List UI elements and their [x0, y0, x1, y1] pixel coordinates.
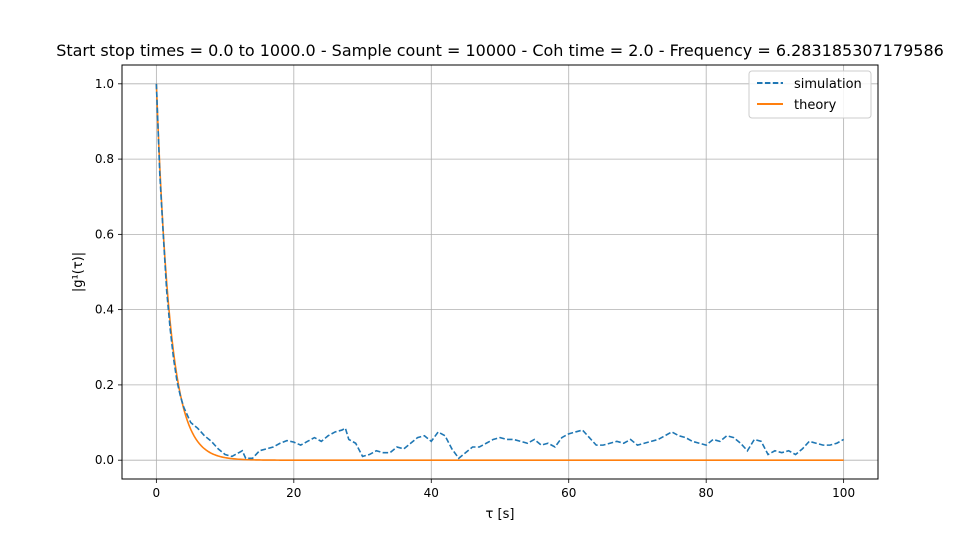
- plot-layer: [155, 83, 845, 461]
- series-line-theory: [155, 83, 844, 461]
- legend-label-simulation: simulation: [794, 77, 862, 92]
- tick-layer: 0 20 40 60 80 100 0.0 0.2 0.4 0.6 0.8 1.0: [95, 77, 855, 500]
- x-tick-label: 40: [424, 486, 439, 500]
- x-tick-label: 0: [153, 486, 161, 500]
- x-axis-label: τ [s]: [486, 507, 515, 522]
- legend-label-theory: theory: [794, 98, 837, 113]
- y-tick-label: 0.2: [95, 378, 114, 392]
- chart-title: Start stop times = 0.0 to 1000.0 - Sampl…: [56, 41, 944, 60]
- y-tick-label: 1.0: [95, 77, 114, 91]
- x-tick-label: 80: [699, 486, 714, 500]
- y-tick-label: 0.6: [95, 227, 114, 241]
- x-tick-label: 60: [561, 486, 576, 500]
- y-tick-label: 0.4: [95, 303, 114, 317]
- y-axis-label: |g¹(τ)|: [71, 252, 86, 292]
- x-tick-label: 20: [286, 486, 301, 500]
- legend-box: [748, 70, 872, 119]
- series-line-simulation: [155, 83, 845, 460]
- legend: simulation theory: [748, 70, 872, 119]
- x-tick-label: 100: [832, 486, 855, 500]
- axes-frame: [121, 64, 879, 480]
- y-tick-label: 0.8: [95, 152, 114, 166]
- y-tick-label: 0.0: [95, 453, 114, 467]
